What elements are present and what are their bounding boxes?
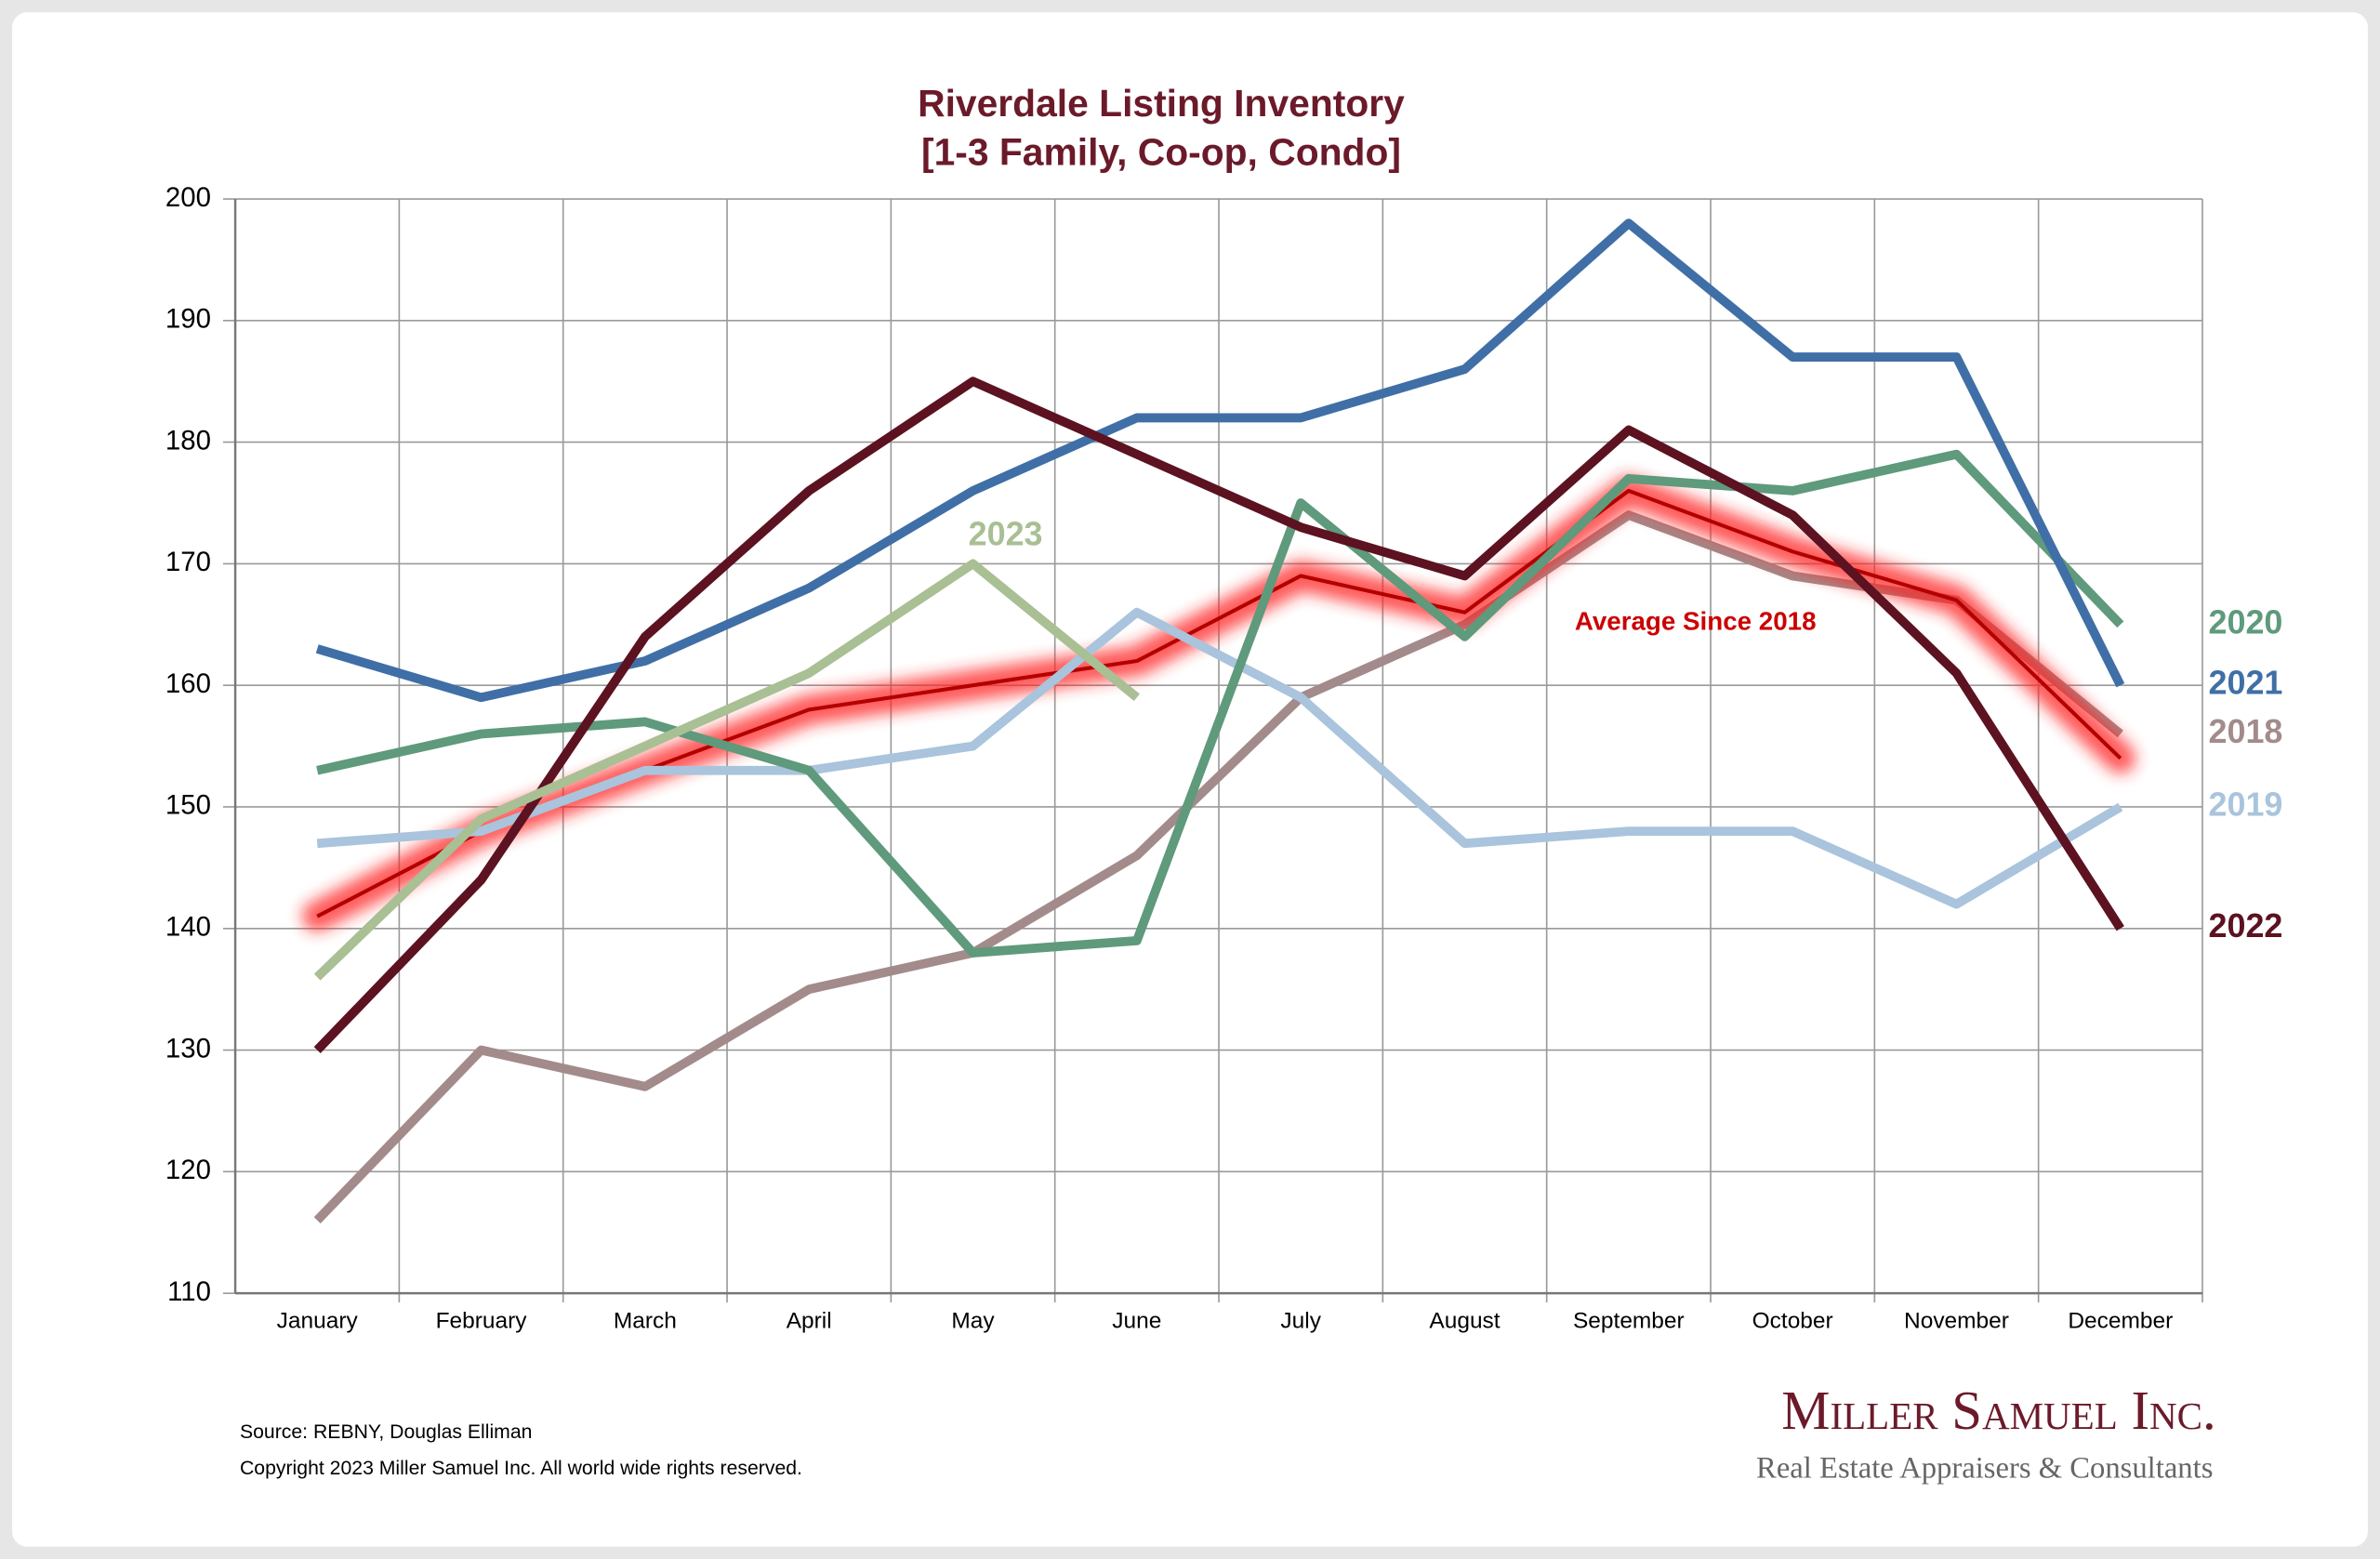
series-line [316, 449, 2124, 958]
y-tick-label: 150 [165, 790, 211, 821]
copyright: Copyright 2023 Miller Samuel Inc. All wo… [240, 1458, 802, 1479]
series-label: 2022 [2209, 906, 2283, 945]
x-tick-label: January [277, 1309, 359, 1334]
panel [12, 12, 2368, 1547]
y-tick-label: 190 [165, 304, 211, 335]
x-tick-label: April [787, 1309, 832, 1334]
source: Source: REBNY, Douglas Elliman [240, 1421, 532, 1443]
x-tick-label: September [1573, 1309, 1685, 1334]
y-tick-label: 120 [165, 1155, 211, 1185]
series-label: Average Since 2018 [1575, 606, 1817, 635]
series-line [315, 218, 2125, 703]
y-tick-label: 140 [165, 912, 211, 943]
x-tick-label: May [951, 1309, 995, 1334]
tagline: Real Estate Appraisers & Consultants [1756, 1452, 2213, 1486]
series-line [313, 377, 2124, 1053]
x-tick-label: August [1429, 1309, 1500, 1334]
y-tick-label: 110 [167, 1276, 211, 1307]
series-label: 2018 [2209, 712, 2283, 750]
x-tick-label: July [1280, 1309, 1321, 1334]
x-tick-label: June [1112, 1309, 1161, 1334]
logo: Miller Samuel Inc. [1781, 1381, 2215, 1441]
series-label: 2020 [2209, 602, 2283, 641]
x-tick-label: March [614, 1309, 677, 1334]
y-tick-label: 170 [165, 547, 211, 577]
series-line [313, 510, 2123, 1224]
series-line [313, 559, 1140, 981]
series-label: 2021 [2209, 664, 2283, 702]
y-tick-label: 130 [165, 1033, 211, 1064]
series-label: 2023 [969, 514, 1043, 552]
x-tick-label: November [1904, 1309, 2009, 1334]
chart-subtitle: [1-3 Family, Co-op, Condo] [921, 130, 1401, 173]
series-label: 2019 [2209, 785, 2283, 823]
x-tick-label: February [436, 1309, 528, 1334]
x-tick-label: October [1752, 1309, 1833, 1334]
y-tick-label: 160 [165, 668, 211, 699]
y-tick-label: 180 [165, 425, 211, 456]
series-line [316, 607, 2123, 909]
y-tick-label: 200 [165, 182, 211, 213]
x-tick-label: December [2068, 1309, 2173, 1334]
chart-title: Riverdale Listing Inventory [918, 82, 1405, 125]
